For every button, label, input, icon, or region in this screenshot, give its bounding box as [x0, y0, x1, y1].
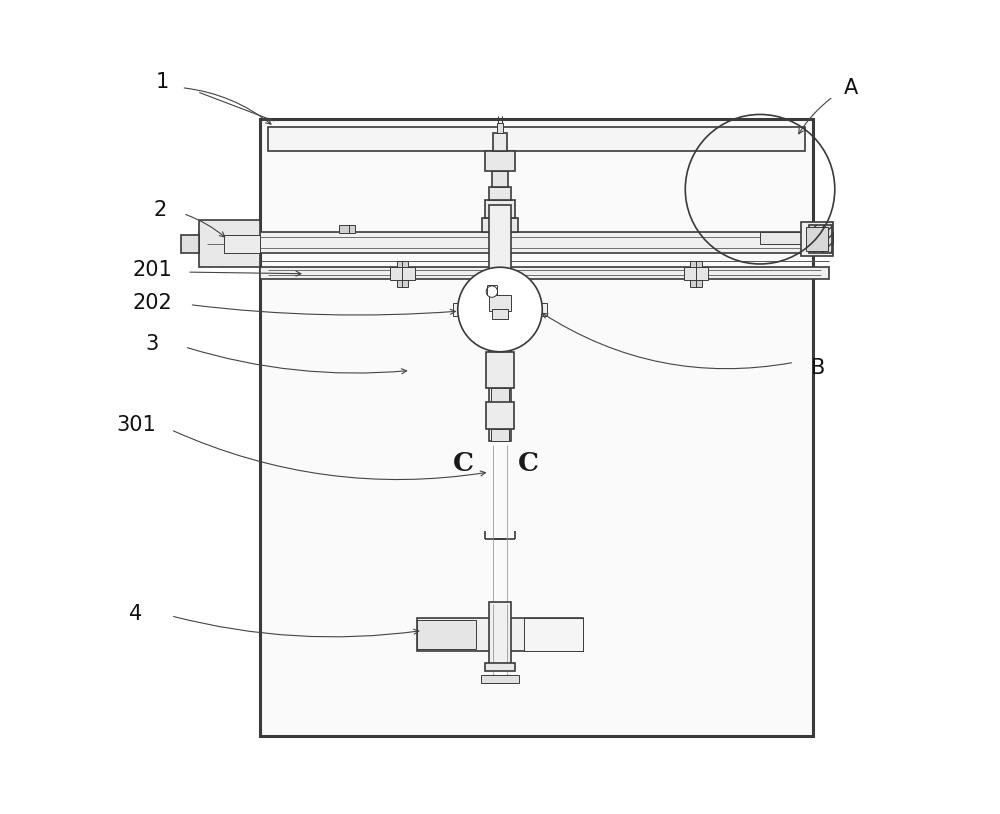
Bar: [224, 234, 260, 252]
Text: B: B: [811, 358, 826, 378]
Bar: [760, 232, 833, 244]
Bar: [801, 221, 833, 256]
Text: 4: 4: [129, 604, 143, 624]
Bar: [492, 170, 508, 186]
Circle shape: [458, 267, 542, 352]
Text: 2: 2: [154, 200, 167, 221]
Bar: [485, 199, 515, 217]
Text: C: C: [518, 452, 539, 476]
Bar: [453, 303, 547, 316]
Bar: [806, 226, 828, 251]
Bar: [489, 602, 511, 667]
Bar: [397, 260, 408, 267]
Bar: [486, 402, 514, 429]
Bar: [486, 352, 514, 388]
Bar: [268, 127, 805, 151]
Bar: [690, 280, 702, 287]
Bar: [390, 267, 415, 280]
Bar: [489, 295, 511, 311]
Bar: [497, 124, 503, 133]
Bar: [690, 260, 702, 267]
Bar: [489, 186, 511, 199]
Bar: [260, 267, 829, 278]
Bar: [417, 620, 476, 649]
Bar: [481, 675, 519, 683]
Text: 201: 201: [132, 260, 172, 281]
Text: 3: 3: [146, 334, 159, 353]
Bar: [491, 429, 509, 441]
Text: A: A: [844, 78, 858, 98]
Bar: [339, 225, 350, 233]
Bar: [491, 388, 509, 402]
Bar: [181, 234, 199, 252]
Bar: [485, 151, 515, 170]
Bar: [397, 280, 408, 287]
Bar: [349, 225, 355, 233]
Bar: [260, 119, 813, 736]
Bar: [199, 220, 260, 267]
Text: 301: 301: [116, 415, 156, 435]
Bar: [684, 267, 708, 280]
Bar: [524, 619, 583, 650]
Bar: [199, 232, 829, 252]
Bar: [489, 205, 511, 441]
Text: 1: 1: [156, 72, 169, 92]
Bar: [491, 676, 509, 683]
Bar: [485, 663, 515, 671]
Text: C: C: [453, 452, 474, 476]
Bar: [809, 225, 832, 252]
Bar: [492, 309, 508, 319]
Bar: [417, 619, 583, 650]
Text: 202: 202: [132, 293, 172, 313]
Bar: [493, 133, 507, 151]
Circle shape: [486, 286, 498, 297]
Bar: [482, 217, 518, 232]
